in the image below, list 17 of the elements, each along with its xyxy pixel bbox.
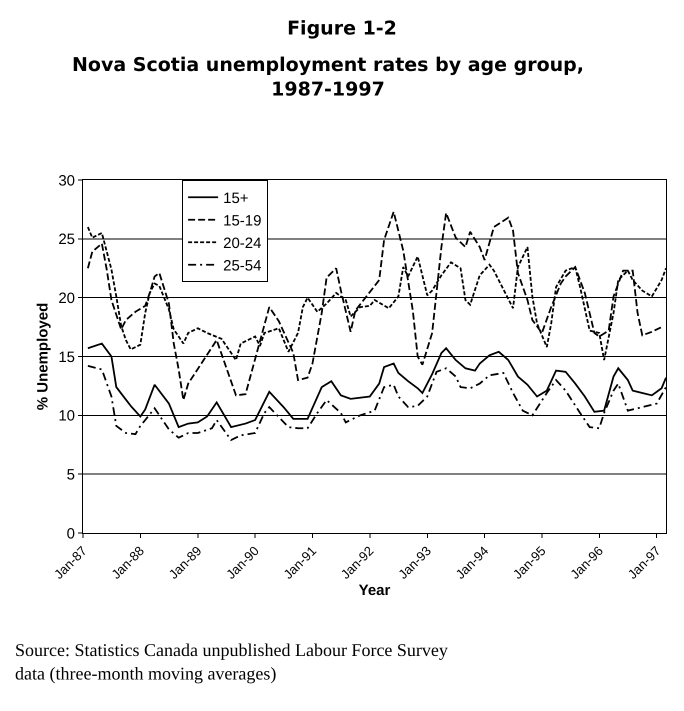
y-tick-label: 20 [58, 290, 75, 307]
line-series [86, 210, 662, 401]
y-tick-label: 15 [58, 348, 75, 366]
y-tick-label: 30 [58, 172, 75, 190]
y-tick-label: 0 [66, 525, 75, 542]
legend-label: 15+ [223, 190, 249, 208]
legend-label: 20-24 [223, 235, 262, 252]
chart-subtitle: Nova Scotia unemployment rates by age group, 1987-1997 [72, 54, 584, 101]
y-tick-label: 25 [58, 231, 75, 248]
source-note: Source: Statistics Canada unpublished Labour Force Survey data (three-month moving averages) [15, 640, 448, 684]
y-tick-label: 5 [66, 466, 75, 484]
legend-label: 25-54 [223, 258, 262, 275]
y-tick-label: 10 [58, 408, 75, 425]
chart-title: Figure 1-2 [287, 18, 397, 40]
legend-label: 15-19 [223, 212, 262, 230]
x-axis-title: Year [358, 582, 391, 599]
y-axis-title: % Unemployed [34, 302, 52, 410]
